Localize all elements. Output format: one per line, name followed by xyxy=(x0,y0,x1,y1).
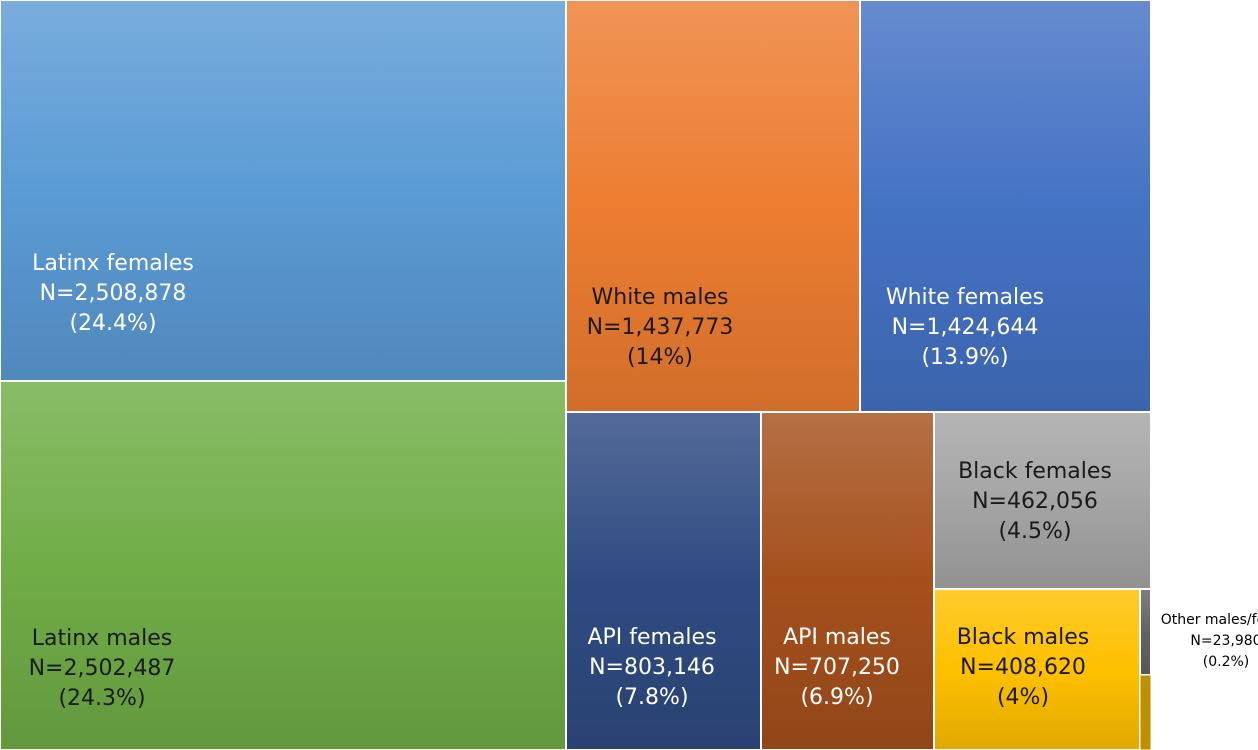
category-white-females: White females xyxy=(886,285,1044,310)
category-api-females: API females xyxy=(587,625,716,650)
pct-label-black-females: (4.5%) xyxy=(998,519,1071,544)
n-label-other-males-femal: N=23,980 xyxy=(1190,633,1258,649)
category-white-males: White males xyxy=(592,285,729,310)
n-label-latinx-females: N=2,508,878 xyxy=(40,281,187,306)
n-label-api-males: N=707,250 xyxy=(774,655,900,680)
pct-label-white-females: (13.9%) xyxy=(921,345,1008,370)
pct-label-black-males: (4%) xyxy=(997,685,1049,710)
pct-label-latinx-males: (24.3%) xyxy=(58,686,145,711)
tile-latinx-females xyxy=(0,0,567,382)
n-label-white-females: N=1,424,644 xyxy=(892,315,1039,340)
tile-api-females xyxy=(565,411,762,750)
tile-other-males-femal xyxy=(1139,588,1152,676)
pct-label-latinx-females: (24.4%) xyxy=(69,311,156,336)
tile-latinx-males xyxy=(0,380,567,750)
n-label-white-males: N=1,437,773 xyxy=(587,315,734,340)
tile-white-males xyxy=(565,0,861,413)
pct-label-api-males: (6.9%) xyxy=(800,685,873,710)
tile-black-males xyxy=(933,588,1141,750)
n-label-latinx-males: N=2,502,487 xyxy=(29,656,176,681)
tile-black-females xyxy=(933,411,1152,590)
category-latinx-males: Latinx males xyxy=(32,626,172,651)
n-label-black-males: N=408,620 xyxy=(960,655,1086,680)
category-latinx-females: Latinx females xyxy=(32,251,194,276)
category-black-males: Black males xyxy=(957,625,1090,650)
pct-label-other-males-femal: (0.2%) xyxy=(1203,654,1250,670)
category-black-females: Black females xyxy=(958,459,1112,484)
pct-label-api-females: (7.8%) xyxy=(615,685,688,710)
pct-label-white-males: (14%) xyxy=(627,345,693,370)
tile-other-sliver xyxy=(1139,674,1152,750)
n-label-api-females: N=803,146 xyxy=(589,655,715,680)
category-api-males: API males xyxy=(783,625,891,650)
n-label-black-females: N=462,056 xyxy=(972,489,1098,514)
tile-white-females xyxy=(859,0,1152,413)
category-other-males-femal: Other males/femal xyxy=(1161,612,1258,628)
treemap-tiles xyxy=(0,0,1152,750)
treemap-labels: Latinx females N=2,508,878 (24.4%) Latinx m… xyxy=(29,251,1258,711)
